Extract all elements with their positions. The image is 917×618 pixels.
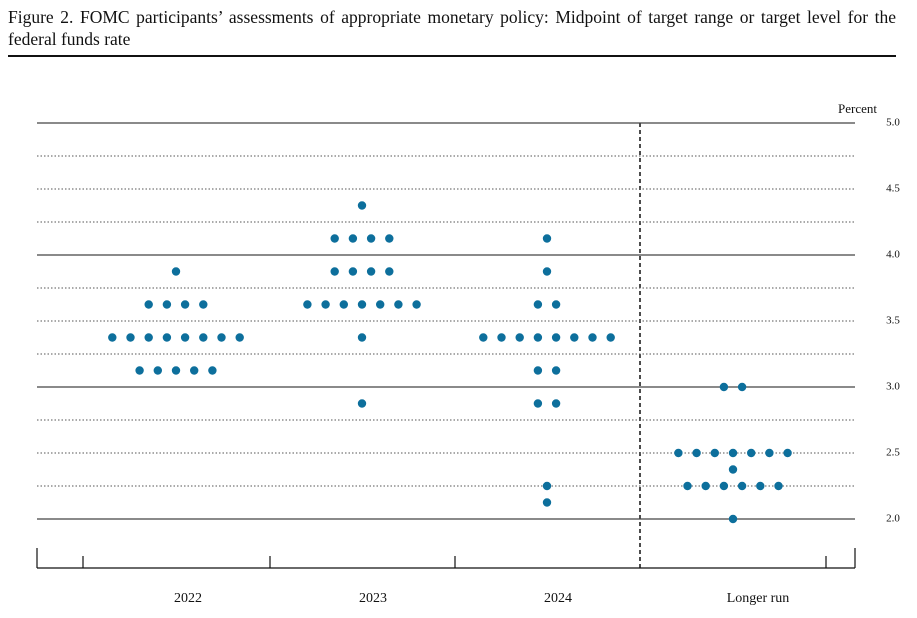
dot — [162, 300, 172, 309]
dot — [208, 366, 217, 375]
dot — [180, 300, 190, 309]
dot — [674, 448, 683, 458]
x-tick-label: 2022 — [174, 591, 202, 606]
x-axis — [36, 548, 856, 569]
dot — [199, 300, 208, 309]
dot — [765, 448, 774, 458]
dot — [366, 234, 376, 243]
dot — [783, 448, 792, 458]
dot — [570, 333, 579, 342]
dot — [756, 481, 765, 491]
x-tick-label: Longer run — [727, 591, 790, 606]
dot — [737, 382, 747, 392]
dot — [533, 300, 543, 309]
dot — [321, 300, 330, 309]
dot — [303, 300, 312, 309]
dot — [217, 333, 226, 342]
dot — [551, 399, 561, 408]
y-axis-label: Percent — [838, 101, 877, 116]
chart-title: Figure 2. FOMC participants’ assessments… — [8, 7, 896, 49]
dot — [126, 333, 135, 342]
dot — [737, 481, 747, 491]
dot — [199, 333, 208, 342]
dot — [171, 267, 181, 276]
dot — [542, 267, 552, 276]
dot — [497, 333, 506, 342]
dot — [533, 333, 543, 342]
dot — [385, 234, 394, 243]
dot — [144, 300, 153, 309]
x-tick-label: 2023 — [359, 591, 387, 606]
dot — [747, 448, 756, 458]
dot — [171, 366, 181, 375]
dot — [385, 267, 394, 276]
dot — [357, 333, 367, 342]
dot — [551, 300, 561, 309]
dot — [692, 448, 701, 458]
dot — [330, 267, 339, 276]
dot — [190, 366, 199, 375]
dot — [551, 333, 561, 342]
dot — [774, 481, 783, 491]
dot — [235, 333, 244, 342]
dot — [542, 234, 552, 243]
dot — [108, 333, 117, 342]
dot — [357, 300, 367, 309]
dot — [533, 399, 543, 408]
dot — [606, 333, 615, 342]
dot — [144, 333, 153, 342]
dot — [348, 234, 358, 243]
dot — [376, 300, 385, 309]
y-tick-label: 4.0 — [886, 249, 900, 261]
dot — [180, 333, 190, 342]
dot — [153, 366, 162, 375]
dot — [357, 201, 367, 210]
dot — [479, 333, 488, 342]
dot — [515, 333, 524, 342]
y-tick-label: 3.5 — [886, 315, 900, 327]
dot — [719, 382, 729, 392]
dot — [339, 300, 348, 309]
dot — [357, 399, 367, 408]
dot — [162, 333, 172, 342]
dot — [366, 267, 376, 276]
dot — [588, 333, 597, 342]
dot — [533, 366, 543, 375]
dot — [542, 498, 552, 507]
dot — [710, 448, 719, 458]
dot — [728, 514, 738, 524]
dot — [348, 267, 358, 276]
dot — [683, 481, 692, 491]
x-tick-label: 2024 — [544, 591, 572, 606]
dot — [135, 366, 144, 375]
dot — [394, 300, 403, 309]
dot — [701, 481, 710, 491]
y-tick-label: 4.5 — [886, 183, 900, 195]
dot — [542, 481, 552, 491]
dot — [728, 465, 738, 474]
y-tick-label: 3.0 — [886, 381, 900, 393]
y-tick-label: 2.0 — [886, 513, 900, 525]
dot — [551, 366, 561, 375]
y-tick-label: 5.0 — [886, 117, 900, 129]
dot — [719, 481, 729, 491]
y-tick-label: 2.5 — [886, 447, 900, 459]
dot — [330, 234, 339, 243]
dot — [728, 448, 738, 458]
dot — [412, 300, 421, 309]
